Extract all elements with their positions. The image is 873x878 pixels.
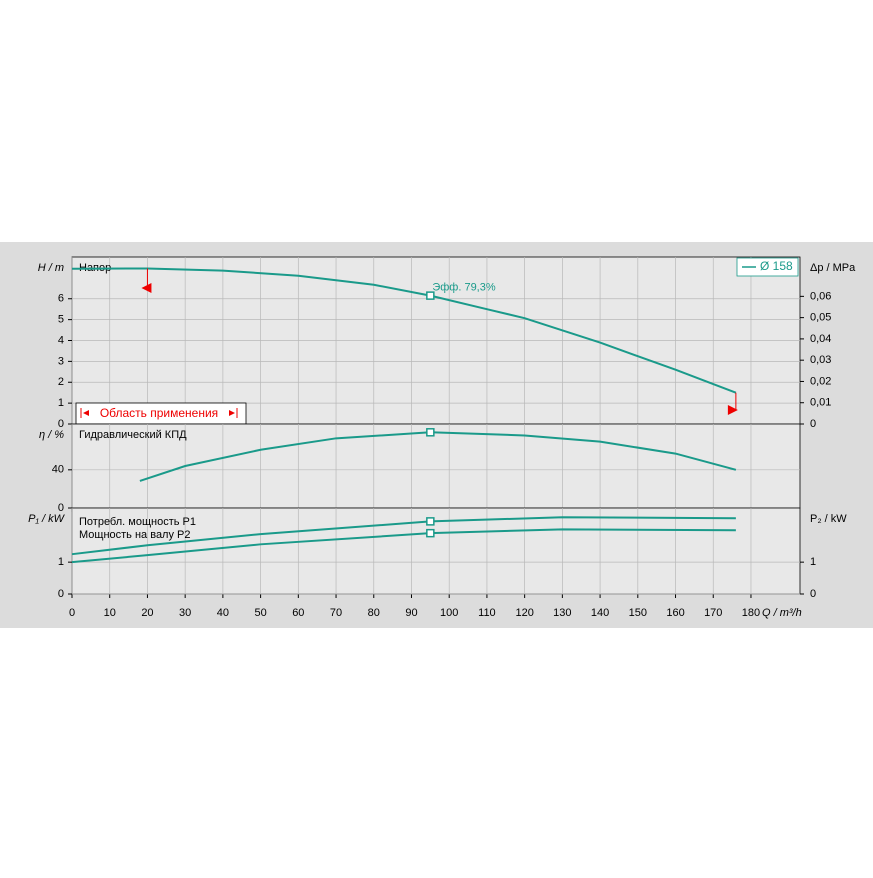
y2-tick-label: 0,02 (810, 375, 831, 387)
y2-tick-label: 0 (810, 418, 816, 430)
duty-point (426, 528, 435, 538)
panel-label: Гидравлический КПД (79, 429, 187, 441)
duty-point (426, 517, 435, 526)
curve (71, 528, 736, 564)
duty-label: Эфф. 79,3% (432, 282, 496, 294)
y2-axis-label: P₂ / kW (810, 513, 847, 525)
y2-tick-label: 1 (810, 556, 816, 568)
x-tick-label: 160 (666, 607, 684, 619)
y-tick-label: 1 (58, 397, 64, 409)
range-marker (727, 405, 738, 415)
y-tick-label: 40 (52, 464, 64, 476)
y-axis-label: P₁ / kW (28, 513, 65, 525)
curve (71, 516, 736, 556)
y2-tick-label: 0,06 (810, 290, 831, 302)
x-tick-label: 60 (292, 607, 304, 619)
y2-tick-label: 0,03 (810, 354, 831, 366)
y-tick-label: 4 (58, 334, 64, 346)
y2-tick-label: 0 (810, 588, 816, 600)
x-tick-label: 90 (405, 607, 417, 619)
range-label: Область применения (100, 406, 218, 420)
duty-point (426, 291, 435, 300)
duty-point (426, 428, 435, 437)
legend (736, 257, 799, 277)
y-tick-label: 1 (58, 556, 64, 568)
x-tick-label: 50 (254, 607, 266, 619)
x-tick-label: 130 (553, 607, 571, 619)
y2-tick-label: 0,01 (810, 397, 831, 409)
x-tick-label: 150 (629, 607, 647, 619)
x-tick-label: 10 (104, 607, 116, 619)
series-label: Мощность на валу P2 (79, 529, 191, 541)
y-tick-label: 2 (58, 376, 64, 388)
x-tick-label: 70 (330, 607, 342, 619)
y2-tick-label: 0,05 (810, 312, 831, 324)
y2-axis-label: Δp / MPa (810, 262, 856, 274)
x-tick-label: 100 (440, 607, 458, 619)
y-tick-label: 5 (58, 314, 64, 326)
x-tick-label: 140 (591, 607, 609, 619)
x-tick-label: 40 (217, 607, 229, 619)
y-tick-label: 6 (58, 293, 64, 305)
y-tick-label: 0 (58, 418, 64, 430)
y-axis-label: H / m (38, 262, 64, 274)
x-tick-label: 30 (179, 607, 191, 619)
x-tick-label: 120 (515, 607, 533, 619)
x-axis-label: Q / m³/h (762, 607, 802, 619)
y-tick-label: 0 (58, 588, 64, 600)
y2-tick-label: 0,04 (810, 333, 831, 345)
series-label: Потребл. мощность P1 (79, 516, 196, 528)
y-tick-label: 0 (58, 502, 64, 514)
x-tick-label: 180 (742, 607, 760, 619)
x-tick-label: 170 (704, 607, 722, 619)
range-marker (141, 283, 152, 293)
x-tick-label: 0 (69, 607, 75, 619)
x-tick-label: 20 (141, 607, 153, 619)
y-tick-label: 3 (58, 355, 64, 367)
y-axis-label: η / % (39, 429, 64, 441)
legend-label: Ø 158 (760, 259, 793, 273)
x-tick-label: 110 (478, 607, 496, 619)
plot-area (71, 423, 801, 509)
x-tick-label: 80 (368, 607, 380, 619)
